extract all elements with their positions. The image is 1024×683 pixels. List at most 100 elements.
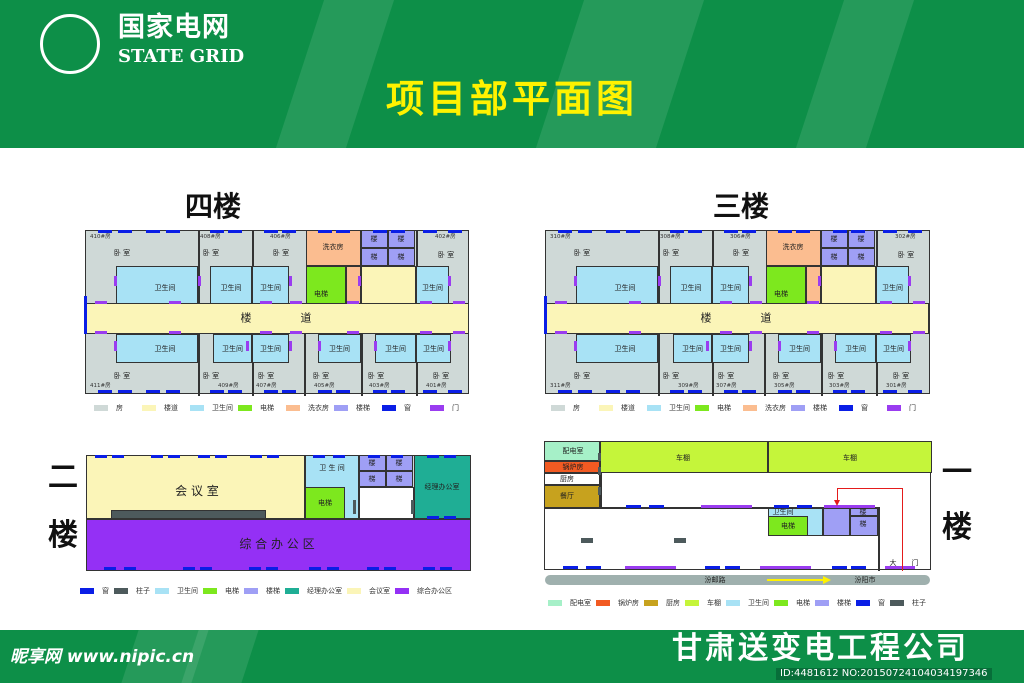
door: [260, 331, 272, 334]
city-label: 汾阳市: [854, 576, 876, 584]
legend-swatch: [791, 405, 805, 411]
legend-swatch: [347, 588, 361, 594]
company-name: 甘肃送变电工程公司: [672, 631, 969, 666]
logo-chinese: 国家电网: [118, 12, 230, 43]
legend-label: 楼梯: [813, 404, 827, 412]
bedroom-label: 卧 室: [573, 372, 591, 380]
bedroom-label: 卧 室: [717, 372, 735, 380]
wall: [764, 334, 766, 396]
legend-swatch: [596, 600, 610, 606]
window: [774, 505, 789, 508]
legend-swatch: [334, 405, 348, 411]
image-id: ID:4481612 NO:20150724104034197346: [776, 668, 992, 680]
window: [444, 455, 456, 458]
legend-swatch: [774, 600, 788, 606]
window: [282, 230, 296, 233]
legend-label: 门: [909, 404, 916, 412]
bathroom-label: 卫生间: [154, 284, 176, 292]
bathroom-label: 卫生间: [614, 284, 636, 292]
legend-item: 会议室: [347, 587, 390, 595]
legend-swatch: [244, 588, 258, 594]
bathroom: [712, 266, 749, 304]
door: [114, 276, 117, 286]
window: [797, 505, 812, 508]
bedroom-label: 卧 室: [272, 249, 290, 257]
kitchen-label: 厨房: [560, 475, 574, 483]
door: [448, 276, 451, 286]
room-number: 401#房: [426, 383, 447, 389]
window: [318, 390, 332, 393]
stairs: [823, 508, 850, 536]
room-number: 310#房: [550, 234, 571, 240]
stairs: [386, 471, 413, 487]
legend-item: 柱子: [114, 587, 150, 595]
bathroom: [116, 266, 198, 304]
window: [333, 455, 345, 458]
window: [336, 390, 350, 393]
bedroom-label: 卧 室: [113, 249, 131, 257]
window: [851, 566, 866, 569]
door: [750, 331, 762, 334]
floor2-title-b: 楼: [48, 518, 78, 553]
door: [574, 341, 577, 351]
legend-item: 柱子: [890, 599, 926, 607]
wall: [361, 334, 363, 396]
bathroom: [673, 334, 712, 363]
room-number: 406#房: [270, 234, 291, 240]
legend-swatch: [382, 405, 396, 411]
elevator-label: 电梯: [774, 290, 788, 298]
bedroom-label: 卧 室: [437, 251, 455, 259]
legend-item: 配电室: [548, 599, 591, 607]
window: [327, 567, 339, 570]
bedroom-label: 卧 室: [732, 249, 750, 257]
bathroom: [712, 334, 749, 363]
door: [260, 301, 272, 304]
legend-label: 配电室: [570, 599, 591, 607]
legend-label: 窗: [861, 404, 868, 412]
window: [796, 230, 810, 233]
window: [626, 230, 640, 233]
legend-label: 房: [573, 404, 580, 412]
stairs: [850, 516, 878, 536]
legend-item: 锅炉房: [596, 599, 639, 607]
window: [883, 230, 897, 233]
window: [309, 567, 321, 570]
window: [626, 390, 640, 393]
window: [778, 230, 792, 233]
door: [629, 331, 641, 334]
bathroom: [778, 334, 821, 363]
bathroom: [835, 334, 876, 363]
manager-label: 经理办公室: [424, 483, 460, 491]
bedroom-label: 卧 室: [897, 251, 915, 259]
elevator-label: 电梯: [318, 499, 332, 507]
legend-item: 洗衣房: [743, 404, 791, 412]
bedroom-label: 卧 室: [827, 372, 845, 380]
door: [750, 301, 762, 304]
window: [544, 296, 547, 334]
door: [749, 276, 752, 286]
room-number: 409#房: [218, 383, 239, 389]
bedroom-label: 卧 室: [662, 372, 680, 380]
floor3-title: 三楼: [713, 190, 770, 223]
elevator-label: 电梯: [781, 522, 795, 530]
corridor: [545, 303, 929, 334]
window: [851, 390, 865, 393]
power-label: 配电室: [562, 447, 584, 455]
stairs-label: 楼: [397, 235, 405, 243]
window: [183, 567, 195, 570]
legend-item: 经理办公室: [285, 587, 342, 595]
door: [318, 341, 321, 351]
stairs: [850, 508, 878, 516]
window: [778, 390, 792, 393]
window: [228, 230, 242, 233]
room-number: 408#房: [200, 234, 221, 240]
corridor-label: 楼: [240, 311, 252, 325]
elevator: [305, 487, 345, 519]
window: [423, 230, 437, 233]
window: [215, 455, 227, 458]
bathroom-label: 卫生间: [222, 345, 243, 353]
room-number: 309#房: [678, 383, 699, 389]
legend-label: 卫生间: [177, 587, 198, 595]
wall: [658, 334, 660, 396]
legend-label: 窗: [102, 587, 109, 595]
